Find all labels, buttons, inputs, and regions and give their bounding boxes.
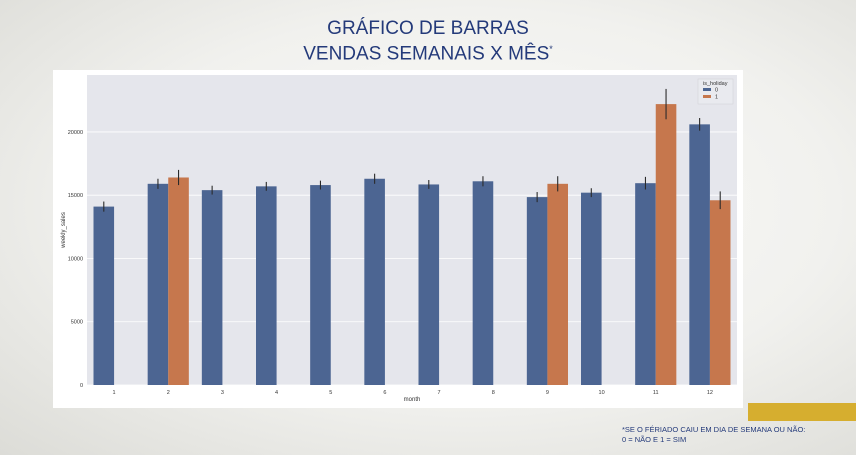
plot-background bbox=[87, 75, 737, 385]
bar-series-0-month-4 bbox=[256, 186, 277, 385]
bar-series-1-month-2 bbox=[168, 177, 189, 385]
footnote-line2: 0 = NÃO E 1 = SIM bbox=[622, 435, 687, 444]
y-tick-label: 20000 bbox=[68, 130, 83, 136]
y-tick-label: 5000 bbox=[71, 320, 83, 326]
x-tick-label: 1 bbox=[113, 390, 116, 396]
footnote: *SE O FÉRIADO CAIU EM DIA DE SEMANA OU N… bbox=[622, 425, 852, 445]
bar-series-0-month-10 bbox=[581, 192, 602, 385]
y-axis-label: weekly_sales bbox=[61, 212, 67, 249]
slide-title-line1: GRÁFICO DE BARRAS bbox=[327, 18, 529, 39]
legend-swatch-0 bbox=[703, 88, 711, 91]
x-tick-label: 7 bbox=[438, 390, 441, 396]
bar-series-1-month-11 bbox=[655, 104, 677, 385]
bar-series-0-month-8 bbox=[472, 181, 494, 385]
slide-title-line2: VENDAS SEMANAIS X MÊS bbox=[303, 43, 550, 65]
bar-series-0-month-3 bbox=[201, 190, 223, 385]
slide-title-line2-row: VENDAS SEMANAIS X MÊS* bbox=[0, 39, 856, 64]
legend-label-1: 1 bbox=[715, 95, 718, 101]
bar-series-1-month-12 bbox=[709, 200, 731, 385]
x-tick-label: 11 bbox=[653, 390, 659, 396]
bar-series-0-month-9 bbox=[526, 197, 548, 385]
y-tick-label: 0 bbox=[80, 383, 83, 389]
y-axis-ticks: 0 5000 10000 15000 20000 bbox=[68, 130, 83, 389]
x-tick-label: 4 bbox=[275, 390, 278, 396]
chart-panel: 0 5000 10000 15000 20000 1 2 3 4 5 6 7 8 9 10 11 12 mon… bbox=[53, 70, 743, 408]
legend-label-0: 0 bbox=[715, 88, 718, 94]
x-tick-label: 3 bbox=[221, 390, 224, 396]
slide-title: GRÁFICO DE BARRAS VENDAS SEMANAIS X MÊS* bbox=[0, 18, 856, 64]
legend-swatch-1 bbox=[703, 95, 711, 98]
footnote-line1: *SE O FÉRIADO CAIU EM DIA DE SEMANA OU N… bbox=[622, 425, 806, 434]
y-tick-label: 15000 bbox=[68, 193, 83, 199]
slide-title-asterisk: * bbox=[549, 44, 553, 54]
x-tick-label: 9 bbox=[546, 390, 549, 396]
y-tick-label: 10000 bbox=[68, 256, 83, 262]
bars bbox=[93, 104, 731, 386]
x-tick-label: 8 bbox=[492, 390, 495, 396]
bar-series-1-month-9 bbox=[547, 183, 568, 385]
x-axis-ticks: 1 2 3 4 5 6 7 8 9 10 11 12 bbox=[113, 390, 713, 396]
bar-series-0-month-12 bbox=[689, 124, 710, 386]
bar-series-0-month-11 bbox=[635, 183, 656, 385]
legend-box bbox=[697, 78, 734, 105]
x-tick-label: 2 bbox=[167, 390, 170, 396]
bar-series-0-month-1 bbox=[93, 206, 115, 385]
x-tick-label: 12 bbox=[707, 390, 713, 396]
x-axis-label: month bbox=[404, 397, 421, 403]
accent-bar bbox=[748, 403, 856, 421]
x-tick-label: 5 bbox=[329, 390, 332, 396]
x-tick-label: 6 bbox=[383, 390, 386, 396]
x-tick-label: 10 bbox=[599, 390, 605, 396]
bar-series-0-month-6 bbox=[364, 178, 385, 385]
bar-series-0-month-5 bbox=[310, 185, 331, 385]
legend: is_holiday 0 1 bbox=[697, 78, 734, 105]
legend-title: is_holiday bbox=[703, 81, 728, 87]
error-bars bbox=[103, 88, 721, 212]
bar-series-0-month-7 bbox=[418, 184, 440, 385]
bar-series-0-month-2 bbox=[147, 183, 169, 385]
grid-lines bbox=[87, 131, 737, 386]
